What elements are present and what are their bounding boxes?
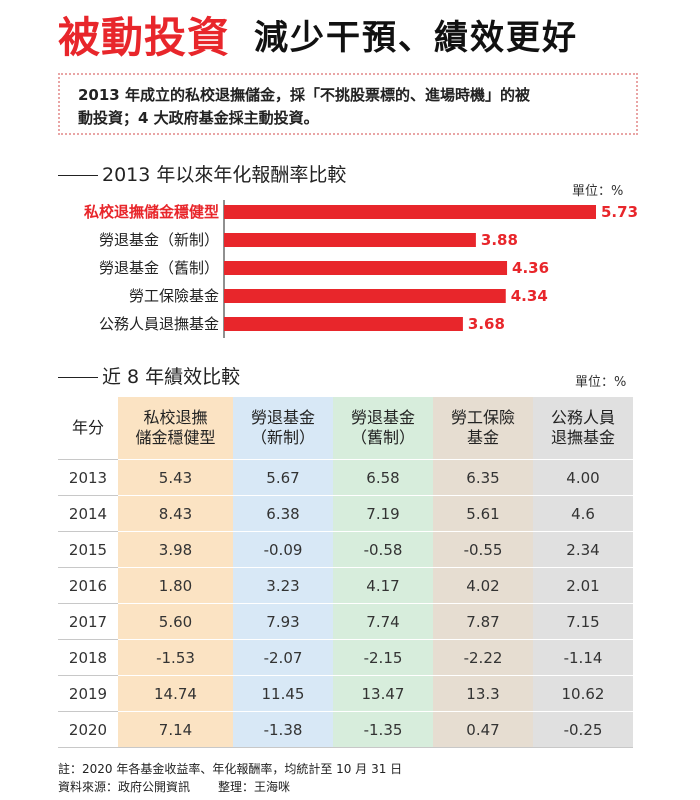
year-cell: 2019 <box>58 675 118 712</box>
year-cell: 2016 <box>58 567 118 604</box>
value-cell: 6.38 <box>233 495 333 532</box>
table-row: 2014 8.43 6.38 7.19 5.61 4.6 <box>58 495 633 532</box>
header: 被動投資 減少干預、績效更好 <box>58 6 578 62</box>
table-row: 2019 14.74 11.45 13.47 13.3 10.62 <box>58 675 633 712</box>
value-cell: 5.60 <box>118 603 233 640</box>
section-title-8-year: 近 8 年績效比較 <box>58 362 240 389</box>
bar-category-label: 公務人員退撫基金 <box>99 315 219 333</box>
value-cell: 13.47 <box>333 675 433 712</box>
bar-value-label: 4.34 <box>511 287 548 305</box>
value-cell: 7.74 <box>333 603 433 640</box>
value-cell: 3.98 <box>118 531 233 568</box>
footnote: 註：2020 年各基金收益率、年化報酬率，均統計至 10 月 31 日 資料來源… <box>58 760 402 796</box>
year-cell: 2017 <box>58 603 118 640</box>
value-cell: 4.02 <box>433 567 533 604</box>
value-cell: 6.35 <box>433 459 533 496</box>
value-cell: 2.01 <box>533 567 633 604</box>
table-row: 2015 3.98 -0.09 -0.58 -0.55 2.34 <box>58 531 633 568</box>
value-cell: 7.93 <box>233 603 333 640</box>
year-cell: 2020 <box>58 711 118 748</box>
value-cell: 13.3 <box>433 675 533 712</box>
value-cell: 5.61 <box>433 495 533 532</box>
column-header: 勞工保險 基金 <box>433 397 533 460</box>
section-dash <box>58 377 98 378</box>
value-cell: -2.07 <box>233 639 333 676</box>
intro-box: 2013 年成立的私校退撫儲金，採「不挑股票標的、進場時機」的被 動投資；4 大… <box>58 73 638 135</box>
value-cell: 10.62 <box>533 675 633 712</box>
unit-label-chart: 單位：% <box>572 184 624 199</box>
column-header: 私校退撫 儲金穩健型 <box>118 397 233 460</box>
bar <box>224 289 506 303</box>
value-cell: 7.14 <box>118 711 233 748</box>
value-cell: 6.58 <box>333 459 433 496</box>
year-cell: 2013 <box>58 459 118 496</box>
intro-line-1: 2013 年成立的私校退撫儲金，採「不挑股票標的、進場時機」的被 <box>78 86 530 104</box>
bar-value-label: 5.73 <box>601 203 638 221</box>
footnote-source-line: 資料來源：政府公開資訊 整理：王海咪 <box>58 778 402 796</box>
column-header: 公務人員 退撫基金 <box>533 397 633 460</box>
page-subtitle: 減少干預、績效更好 <box>254 17 579 58</box>
value-cell: 2.34 <box>533 531 633 568</box>
bar-category-label: 勞退基金（新制） <box>99 231 219 249</box>
table-row: 2016 1.80 3.23 4.17 4.02 2.01 <box>58 567 633 604</box>
table-row: 2013 5.43 5.67 6.58 6.35 4.00 <box>58 459 633 496</box>
year-cell: 2018 <box>58 639 118 676</box>
bar-category-label: 勞工保險基金 <box>129 287 219 305</box>
unit-label-table: 單位：% <box>575 375 627 390</box>
value-cell: -2.15 <box>333 639 433 676</box>
value-cell: 4.17 <box>333 567 433 604</box>
value-cell: 3.23 <box>233 567 333 604</box>
performance-table: 年分 私校退撫 儲金穩健型 勞退基金 （新制） 勞退基金 （舊制） 勞工保險 基… <box>58 397 633 748</box>
bar-value-label: 3.68 <box>468 315 505 333</box>
bar <box>224 317 463 331</box>
value-cell: -1.53 <box>118 639 233 676</box>
footnote-note: 註：2020 年各基金收益率、年化報酬率，均統計至 10 月 31 日 <box>58 762 403 776</box>
intro-line-2: 動投資；4 大政府基金採主動投資。 <box>78 109 319 127</box>
value-cell: -2.22 <box>433 639 533 676</box>
value-cell: -1.35 <box>333 711 433 748</box>
table-row: 2018 -1.53 -2.07 -2.15 -2.22 -1.14 <box>58 639 633 676</box>
section-title-text: 2013 年以來年化報酬率比較 <box>102 164 347 186</box>
value-cell: 5.43 <box>118 459 233 496</box>
value-cell: -0.55 <box>433 531 533 568</box>
footnote-editor: 整理：王海咪 <box>218 780 291 794</box>
value-cell: -0.09 <box>233 531 333 568</box>
bar-category-label: 私校退撫儲金穩健型 <box>83 203 219 221</box>
value-cell: 0.47 <box>433 711 533 748</box>
bar <box>224 261 508 275</box>
section-title-annual-return: 2013 年以來年化報酬率比較 <box>58 160 346 187</box>
value-cell: 4.00 <box>533 459 633 496</box>
section-dash <box>58 175 98 176</box>
bar <box>224 233 476 247</box>
footnote-source: 資料來源：政府公開資訊 <box>58 780 191 794</box>
section-title-text: 近 8 年績效比較 <box>102 366 241 388</box>
value-cell: -0.58 <box>333 531 433 568</box>
value-cell: 4.6 <box>533 495 633 532</box>
annual-return-bar-chart: 私校退撫儲金穩健型 5.73 勞退基金（新制） 3.88 勞退基金（舊制） 4.36 勞工保… <box>83 200 638 338</box>
value-cell: -1.14 <box>533 639 633 676</box>
page-title: 被動投資 <box>58 12 231 62</box>
column-header: 勞退基金 （舊制） <box>333 397 433 460</box>
value-cell: -0.25 <box>533 711 633 748</box>
value-cell: -1.38 <box>233 711 333 748</box>
table-row: 2020 7.14 -1.38 -1.35 0.47 -0.25 <box>58 711 633 748</box>
value-cell: 1.80 <box>118 567 233 604</box>
bar <box>224 205 596 219</box>
bar-value-label: 3.88 <box>481 231 518 249</box>
value-cell: 11.45 <box>233 675 333 712</box>
value-cell: 5.67 <box>233 459 333 496</box>
column-header: 勞退基金 （新制） <box>233 397 333 460</box>
value-cell: 14.74 <box>118 675 233 712</box>
year-cell: 2015 <box>58 531 118 568</box>
value-cell: 7.87 <box>433 603 533 640</box>
value-cell: 7.15 <box>533 603 633 640</box>
year-cell: 2014 <box>58 495 118 532</box>
value-cell: 8.43 <box>118 495 233 532</box>
year-header: 年分 <box>58 397 118 460</box>
value-cell: 7.19 <box>333 495 433 532</box>
table-row: 2017 5.60 7.93 7.74 7.87 7.15 <box>58 603 633 640</box>
table-header-row: 年分 私校退撫 儲金穩健型 勞退基金 （新制） 勞退基金 （舊制） 勞工保險 基… <box>58 397 633 460</box>
bar-value-label: 4.36 <box>512 259 549 277</box>
bar-category-label: 勞退基金（舊制） <box>99 259 219 277</box>
